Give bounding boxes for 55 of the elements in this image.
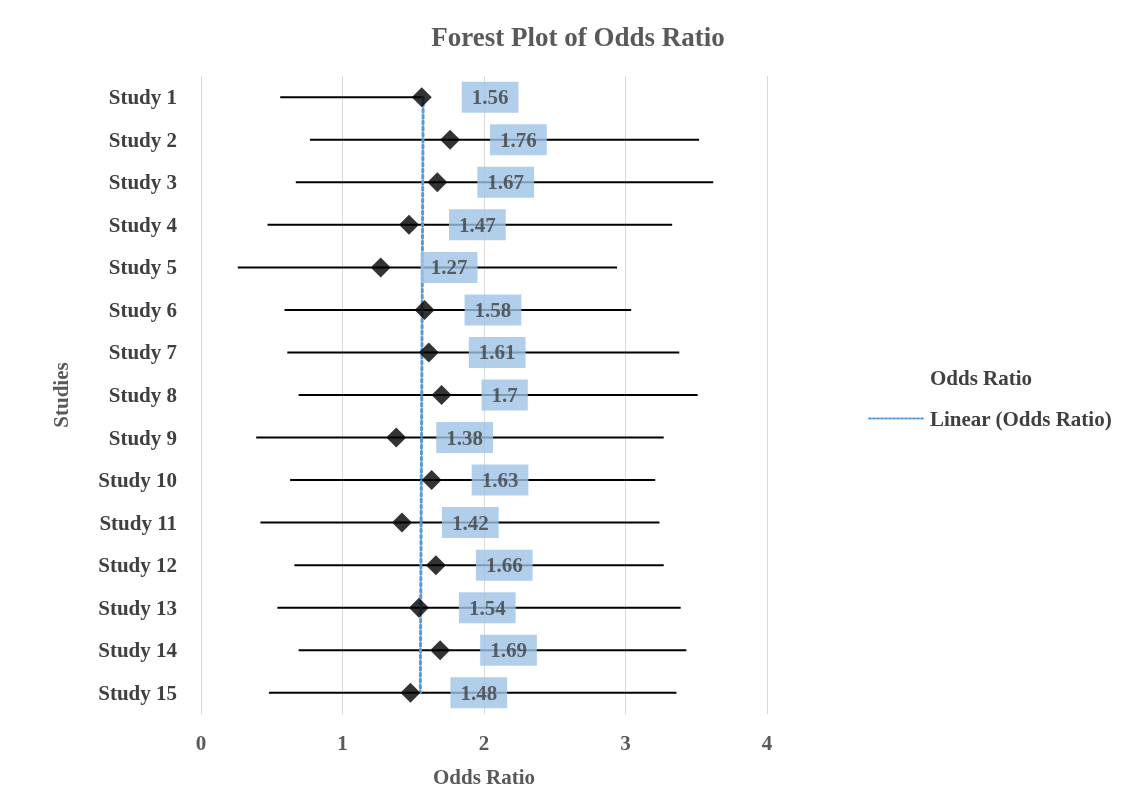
- point: [418, 342, 439, 363]
- point: [391, 512, 412, 533]
- y-tick-label: Study 14: [98, 638, 178, 663]
- data-label: 1.54: [468, 595, 507, 620]
- data-label: 1.42: [451, 510, 489, 535]
- point: [370, 257, 391, 278]
- y-tick-label: Study 8: [108, 383, 177, 407]
- data-label: 1.66: [485, 553, 523, 578]
- text: Odds Ratio: [929, 365, 1033, 390]
- y-tick-label: Study 6: [108, 297, 177, 322]
- data-label: 1.63: [481, 468, 519, 493]
- point: [408, 597, 429, 618]
- point: [425, 555, 446, 576]
- x-tick-label: 4: [761, 730, 773, 755]
- data-label: 1.38: [446, 425, 484, 450]
- y-tick-label: Study 15: [98, 680, 177, 705]
- y-tick-label: Study 2: [108, 127, 177, 152]
- point: [430, 640, 451, 661]
- data-label: 1.69: [490, 638, 527, 663]
- y-tick-label: Study 7: [108, 340, 177, 365]
- x-tick-label: 0: [195, 730, 207, 755]
- point: [440, 129, 461, 150]
- y-tick-label: Study 3: [108, 170, 177, 195]
- x-tick-label: 3: [620, 730, 631, 755]
- data-label: 1.61: [478, 340, 516, 365]
- data-label: 1.67: [487, 170, 525, 195]
- y-tick-label: Study 10: [98, 468, 177, 493]
- point: [427, 172, 448, 193]
- y-tick-label: Study 11: [99, 510, 177, 535]
- chart-title: Forest Plot of Odds Ratio: [431, 21, 725, 52]
- data-label: 1.47: [459, 212, 496, 237]
- data-label: 1.27: [430, 255, 468, 280]
- y-axis-title: Studies: [48, 362, 73, 428]
- x-tick-label: 1: [337, 730, 348, 755]
- y-tick-label: Study 12: [98, 553, 177, 578]
- y-tick-label: Study 5: [108, 255, 177, 280]
- data-label: 1.7: [491, 383, 518, 407]
- point: [400, 682, 421, 703]
- y-tick-label: Study 13: [98, 595, 177, 620]
- point: [421, 470, 442, 491]
- point: [399, 214, 420, 235]
- point: [411, 87, 432, 108]
- point: [386, 427, 407, 448]
- point: [414, 299, 435, 320]
- data-label: 1.76: [500, 127, 537, 152]
- y-tick-label: Study 9: [108, 425, 177, 450]
- y-tick-label: Study 1: [108, 85, 177, 110]
- data-label: 1.48: [460, 680, 498, 705]
- y-tick-label: Study 4: [108, 212, 178, 237]
- x-tick-label: 2: [478, 730, 490, 755]
- point: [431, 385, 452, 405]
- legend-label: Linear (Odds Ratio): [929, 406, 1112, 431]
- data-label: 1.56: [471, 85, 509, 110]
- data-label: 1.58: [474, 297, 512, 322]
- x-axis-title: Odds Ratio: [432, 764, 536, 789]
